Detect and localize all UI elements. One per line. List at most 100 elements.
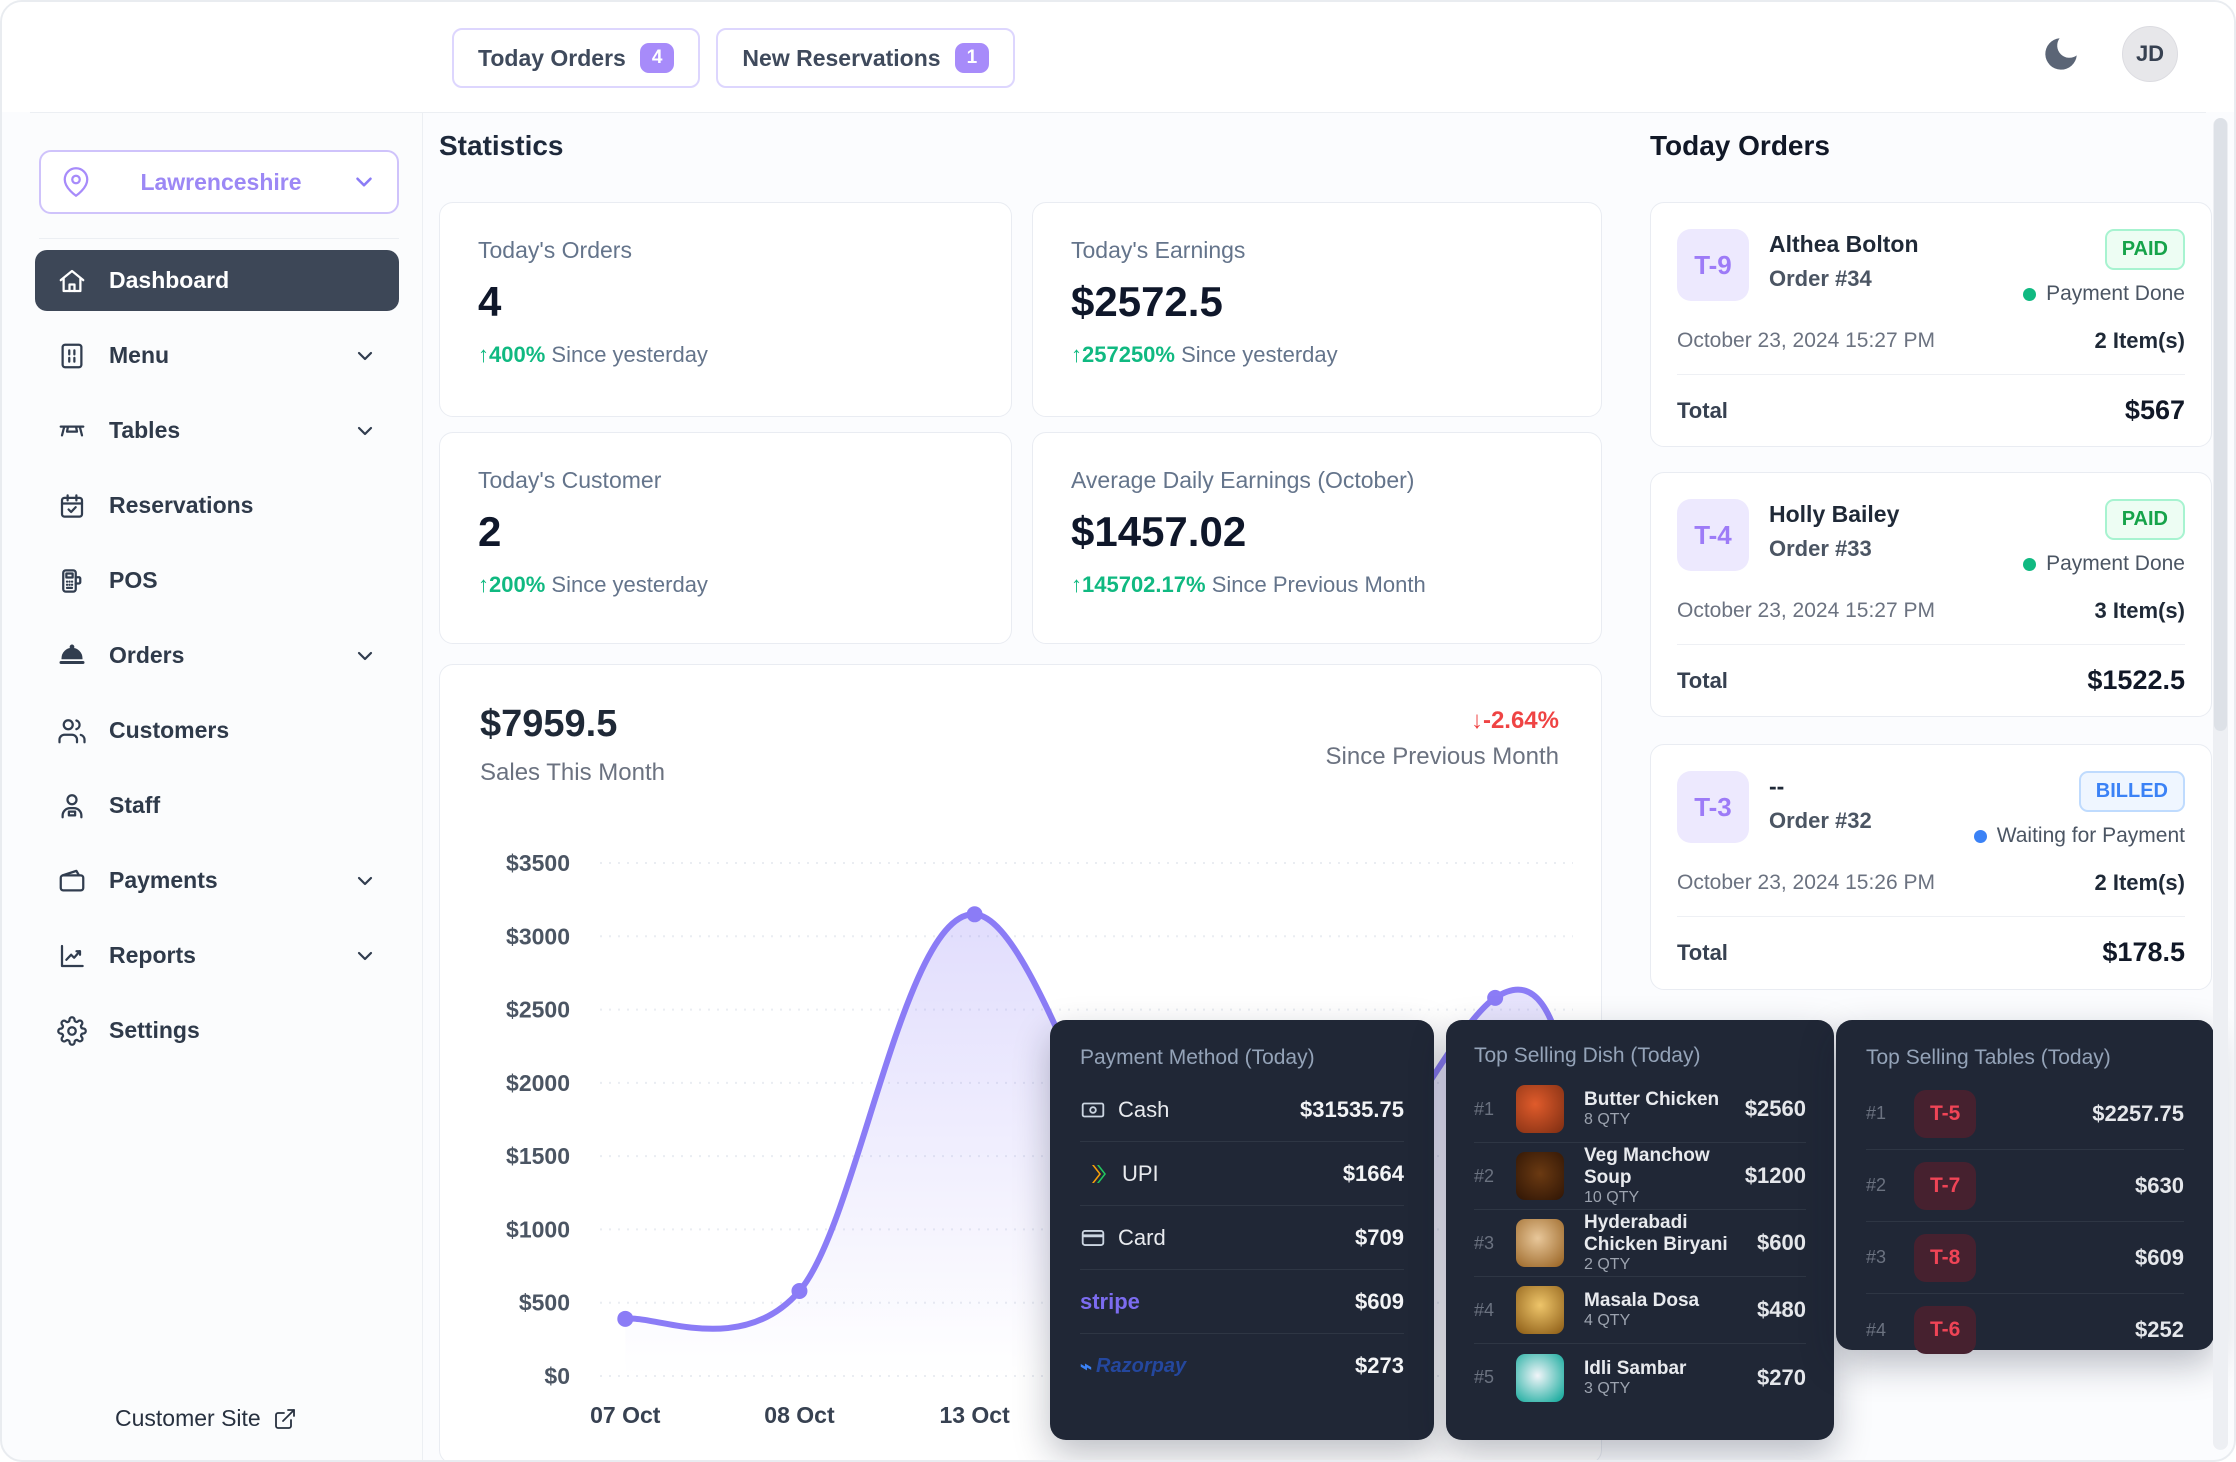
order-total-label: Total	[1677, 667, 1728, 693]
table-rank: #1	[1866, 1103, 1887, 1123]
sidebar-item-settings[interactable]: Settings	[35, 1000, 399, 1061]
sidebar-item-label: Payments	[109, 867, 218, 893]
dish-name: Masala Dosa	[1584, 1290, 1700, 1311]
sales-delta: ↓-2.64%	[1470, 707, 1559, 734]
page-scrollbar[interactable]	[2213, 118, 2228, 1450]
table-amount: $2257.75	[2092, 1100, 2184, 1126]
location-selector[interactable]: Lawrenceshire	[39, 150, 399, 214]
sidebar-item-label: Orders	[109, 642, 185, 668]
sidebar-section-divider	[39, 238, 399, 239]
payment-row: ⌁ Razorpay $273	[1080, 1334, 1404, 1398]
svg-text:13 Oct: 13 Oct	[939, 1402, 1010, 1428]
dish-row: #2 Veg Manchow Soup 10 QTY $1200	[1474, 1143, 1806, 1210]
user-avatar[interactable]: JD	[2122, 26, 2178, 82]
order-table-tag: T-3	[1677, 771, 1749, 843]
table-row: #3 T-8 $609	[1866, 1222, 2184, 1294]
sidebar-item-label: Reservations	[109, 492, 254, 518]
dish-photo	[1516, 1286, 1564, 1334]
scrollbar-thumb[interactable]	[2214, 118, 2227, 731]
stat-card-todays-customer: Today's Customer 2 ↑200% Since yesterday	[439, 432, 1012, 644]
order-card[interactable]: T-4 Holly Bailey Order #33 PAID Payment …	[1650, 472, 2212, 717]
order-number: Order #33	[1769, 536, 1872, 561]
dish-rank: #5	[1474, 1367, 1495, 1387]
cloche-icon	[59, 643, 85, 664]
today-orders-button[interactable]: Today Orders 4	[452, 28, 701, 88]
order-table-tag: T-9	[1677, 229, 1749, 301]
razorpay-bolt-icon: ⌁	[1080, 1355, 1093, 1378]
stat-delta-percent: ↑200%	[478, 572, 546, 597]
report-chart-icon	[60, 944, 84, 967]
menu-book-icon	[61, 343, 83, 368]
sidebar-item-menu[interactable]: Menu	[35, 325, 399, 386]
stat-delta-period: Since Previous Month	[1211, 572, 1426, 597]
payment-amount: $609	[1355, 1288, 1404, 1314]
gear-icon	[57, 1015, 87, 1046]
sidebar-item-label: Staff	[109, 792, 161, 818]
sidebar-item-tables[interactable]: Tables	[35, 400, 399, 461]
sidebar-item-label: Menu	[109, 342, 170, 368]
sales-subtitle: Sales This Month	[480, 759, 665, 786]
topbar-quick-tabs: Today Orders 4 New Reservations 1	[452, 28, 1016, 88]
table-rank: #3	[1866, 1247, 1887, 1267]
sidebar-item-dashboard[interactable]: Dashboard	[35, 250, 399, 311]
dish-amount: $1200	[1744, 1163, 1806, 1188]
sidebar-item-payments[interactable]: Payments	[35, 850, 399, 911]
sidebar-item-orders[interactable]: Orders	[35, 625, 399, 686]
dish-amount: $2560	[1744, 1096, 1806, 1121]
sidebar-item-pos[interactable]: POS	[35, 550, 399, 611]
sidebar-item-customers[interactable]: Customers	[35, 700, 399, 761]
stat-value: 2	[478, 508, 502, 555]
stat-card-todays-orders: Today's Orders 4 ↑400% Since yesterday	[439, 202, 1012, 417]
sidebar-item-staff[interactable]: Staff	[35, 775, 399, 836]
staff-person-icon	[61, 793, 83, 818]
dish-row: #1 Butter Chicken 8 QTY $2560	[1474, 1076, 1806, 1143]
dish-qty: 2 QTY	[1584, 1256, 1631, 1273]
table-tag: T-7	[1914, 1161, 1977, 1210]
order-card[interactable]: T-9 Althea Bolton Order #34 PAID Payment…	[1650, 202, 2212, 447]
order-card-divider	[1677, 644, 2185, 645]
order-payment-note: Waiting for Payment	[1973, 824, 2185, 848]
order-card[interactable]: T-3 -- Order #32 BILLED Waiting for Paym…	[1650, 744, 2212, 990]
dish-photo	[1516, 1219, 1564, 1267]
order-customer-name: --	[1769, 773, 1785, 799]
sales-total: $7959.5	[480, 703, 618, 745]
svg-text:08 Oct: 08 Oct	[764, 1402, 835, 1428]
payment-method-name: Card	[1118, 1224, 1166, 1250]
dish-qty: 3 QTY	[1584, 1379, 1631, 1397]
payment-method-panel: Payment Method (Today) Cash $31535.75 UP…	[1050, 1020, 1434, 1440]
stat-value: $1457.02	[1071, 508, 1247, 555]
customer-site-link[interactable]: Customer Site	[115, 1405, 297, 1432]
stat-label: Today's Earnings	[1071, 237, 1246, 263]
sidebar-item-reports[interactable]: Reports	[35, 925, 399, 986]
svg-text:$2000: $2000	[506, 1070, 570, 1096]
dish-row: #4 Masala Dosa 4 QTY $480	[1474, 1277, 1806, 1344]
table-row: #1 T-5 $2257.75	[1866, 1078, 2184, 1150]
dark-mode-moon-icon[interactable]	[2040, 33, 2082, 75]
stat-label: Today's Customer	[478, 467, 662, 493]
sidebar-item-reservations[interactable]: Reservations	[35, 475, 399, 536]
order-payment-note: Payment Done	[2023, 282, 2185, 306]
today-orders-title: Today Orders	[1650, 130, 1830, 161]
stat-delta-period: Since yesterday	[551, 572, 708, 597]
today-orders-button-label: Today Orders	[478, 44, 626, 71]
order-card-divider	[1677, 374, 2185, 375]
dish-photo	[1516, 1353, 1564, 1402]
payment-amount: $31535.75	[1300, 1096, 1404, 1122]
payment-status-dot	[2023, 287, 2037, 301]
razorpay-logo: ⌁ Razorpay	[1080, 1354, 1187, 1378]
stat-label: Average Daily Earnings (October)	[1071, 467, 1415, 493]
topbar-right: JD	[2040, 26, 2178, 82]
sidebar-item-label: Tables	[109, 417, 181, 443]
order-customer-name: Holly Bailey	[1769, 501, 1900, 527]
new-reservations-button[interactable]: New Reservations 1	[716, 28, 1016, 88]
payment-method-panel-title: Payment Method (Today)	[1080, 1046, 1315, 1069]
order-table-tag: T-4	[1677, 499, 1749, 571]
dish-qty: 8 QTY	[1584, 1111, 1631, 1128]
stat-delta-period: Since yesterday	[551, 342, 708, 367]
new-reservations-button-label: New Reservations	[742, 44, 941, 71]
dish-photo	[1516, 1085, 1564, 1133]
top-selling-dish-title: Top Selling Dish (Today)	[1474, 1044, 1701, 1067]
today-orders-count-badge: 4	[639, 43, 675, 73]
dish-qty: 4 QTY	[1584, 1312, 1631, 1329]
